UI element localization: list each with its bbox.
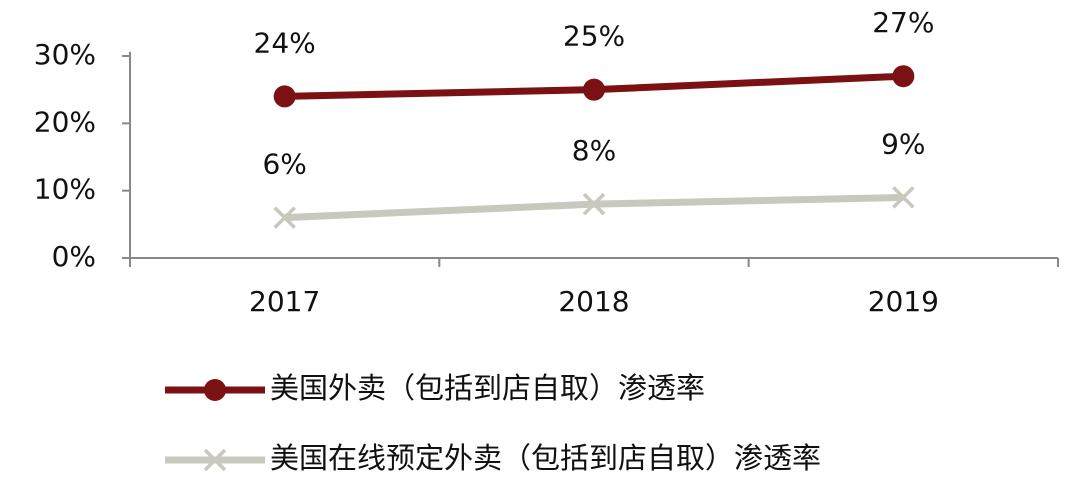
data-label: 9% <box>881 127 925 160</box>
x-tick-label: 2017 <box>249 285 320 318</box>
point <box>583 78 605 101</box>
data-label: 24% <box>254 26 316 59</box>
data-label: 6% <box>262 148 306 181</box>
y-tick-label: 0% <box>52 240 96 273</box>
y-tick-label: 30% <box>34 38 96 71</box>
x-tick-label: 2019 <box>868 285 939 318</box>
point <box>273 206 296 229</box>
point <box>273 85 296 108</box>
data-label: 8% <box>572 134 616 167</box>
data-label: 27% <box>872 6 934 39</box>
point <box>204 379 226 401</box>
legend-label: 美国外卖（包括到店自取）渗透率 <box>270 371 705 405</box>
series-line <box>284 193 904 222</box>
y-tick-label: 20% <box>34 105 96 138</box>
point <box>892 186 915 209</box>
y-tick-label: 10% <box>34 173 96 206</box>
point <box>582 192 606 216</box>
x-tick-label: 2018 <box>558 285 629 318</box>
legend-label: 美国在线预定外卖（包括到店自取）渗透率 <box>270 441 821 475</box>
point <box>203 448 227 472</box>
data-label: 25% <box>563 20 625 53</box>
point <box>892 65 915 88</box>
